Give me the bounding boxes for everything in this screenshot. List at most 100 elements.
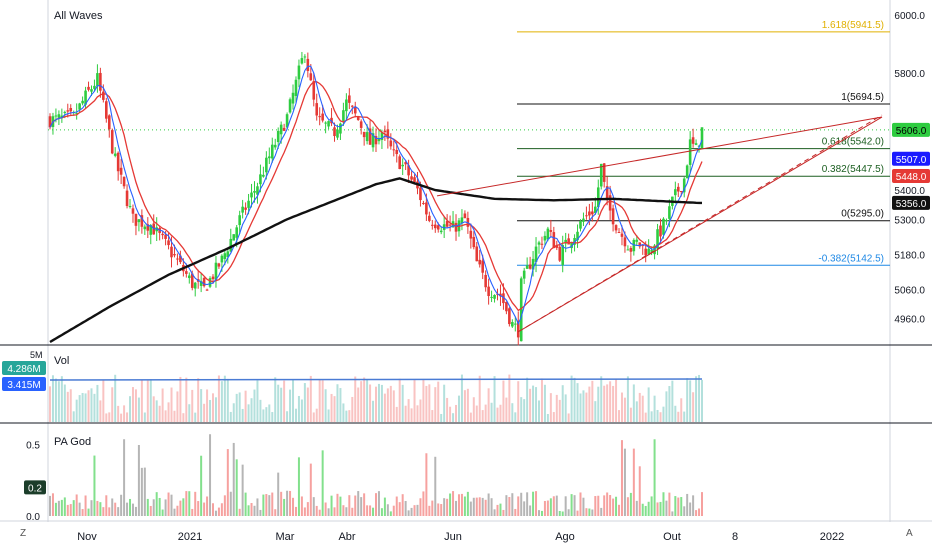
pa-god-bar xyxy=(137,445,140,516)
price-candle xyxy=(522,267,526,284)
price-candle xyxy=(665,218,668,225)
volume-bar xyxy=(84,393,87,422)
price-candle xyxy=(401,158,404,175)
auto-scale-left-button[interactable]: Z xyxy=(20,528,27,539)
volume-bar xyxy=(668,386,671,422)
price-candle xyxy=(214,255,218,288)
pa-god-bar xyxy=(197,501,200,516)
volume-bar xyxy=(576,383,579,422)
volume-bar xyxy=(81,392,84,422)
volume-bar xyxy=(620,392,623,422)
pa-god-bar xyxy=(603,495,606,516)
volume-bar xyxy=(662,406,665,422)
price-candle xyxy=(353,101,357,118)
volume-bar xyxy=(72,411,75,422)
price-candle xyxy=(146,217,150,238)
pa-god-bar xyxy=(472,497,475,516)
pa-god-bar xyxy=(620,440,623,516)
volume-bar xyxy=(588,386,591,422)
price-tag: 5507.0 xyxy=(892,151,930,166)
auto-scale-right-button[interactable]: A xyxy=(906,528,913,539)
price-candle xyxy=(561,235,565,273)
pa-god-bar xyxy=(422,491,425,516)
pa-god-bar xyxy=(606,492,609,516)
pa-god-bar xyxy=(558,511,561,516)
volume-bar xyxy=(200,389,203,422)
volume-bar xyxy=(425,385,428,422)
volume-bar xyxy=(671,380,674,422)
pa-god-bar xyxy=(588,508,591,516)
pa-god-bar xyxy=(662,492,665,516)
price-candle xyxy=(359,119,363,135)
volume-bar xyxy=(247,404,250,422)
pa-god-bar xyxy=(511,493,514,516)
volume-bar xyxy=(392,390,395,422)
volume-bar xyxy=(280,387,283,422)
volume-bar xyxy=(466,388,469,422)
pa-god-bar xyxy=(78,502,81,516)
volume-bar xyxy=(49,386,51,422)
price-candle xyxy=(259,164,262,193)
price-candle xyxy=(676,183,680,197)
pa-god-bar xyxy=(108,507,111,516)
volume-bar xyxy=(686,378,689,422)
volume-bar xyxy=(395,406,398,422)
volume-bar xyxy=(336,384,339,422)
pa-god-bar xyxy=(413,505,416,516)
pa-god-bar xyxy=(686,493,689,516)
volume-bar xyxy=(129,396,132,422)
volume-bar xyxy=(117,405,120,422)
pa-god-bar xyxy=(306,502,309,516)
price-candle xyxy=(134,213,138,236)
volume-bar xyxy=(342,403,345,422)
pa-god-bar xyxy=(152,499,155,516)
volume-bar xyxy=(692,392,695,422)
pa-god-bar xyxy=(90,500,93,516)
pa-god-bar xyxy=(647,501,650,516)
price-candle xyxy=(410,171,413,183)
volume-bar xyxy=(659,412,662,422)
volume-bar xyxy=(173,410,176,422)
volume-bar xyxy=(407,399,410,422)
volume-bar xyxy=(481,410,484,422)
price-candle xyxy=(350,105,354,115)
pa-god-bar xyxy=(532,491,535,516)
volume-bar xyxy=(286,411,289,422)
pa-god-bar xyxy=(238,508,241,516)
pa-god-bar xyxy=(60,499,63,516)
volume-bar xyxy=(600,376,603,422)
volume-bar xyxy=(303,383,306,422)
pa-god-bar xyxy=(425,453,428,516)
pa-god-bar xyxy=(386,504,389,516)
volume-bar xyxy=(523,399,526,422)
volume-bar xyxy=(294,408,297,422)
pa-god-bar xyxy=(369,505,372,516)
volume-bar xyxy=(638,392,641,422)
fib-level-label: -0.382(5142.5) xyxy=(818,253,884,264)
price-candle xyxy=(671,196,674,210)
pa-god-bar xyxy=(96,500,99,516)
price-candle xyxy=(626,245,630,251)
pa-god-bar xyxy=(161,509,164,516)
price-candle xyxy=(460,209,464,231)
price-candle xyxy=(125,184,129,209)
volume-bar xyxy=(191,389,194,422)
fib-level-label: 1.618(5941.5) xyxy=(822,20,884,31)
pa-god-bar xyxy=(443,498,446,516)
pa-god-bar xyxy=(182,498,185,516)
volume-bar xyxy=(496,407,499,422)
pa-god-bar xyxy=(123,439,126,516)
pa-god-bar xyxy=(635,500,638,516)
volume-bar xyxy=(472,397,475,422)
volume-bar xyxy=(253,389,256,422)
pa-god-bar xyxy=(600,507,603,516)
volume-bar xyxy=(579,393,582,422)
pa-god-bar xyxy=(567,509,570,516)
price-candle xyxy=(383,125,387,141)
price-candle xyxy=(582,212,585,227)
volume-bar xyxy=(312,412,315,422)
price-candle xyxy=(472,231,476,250)
volume-bar xyxy=(540,378,543,422)
